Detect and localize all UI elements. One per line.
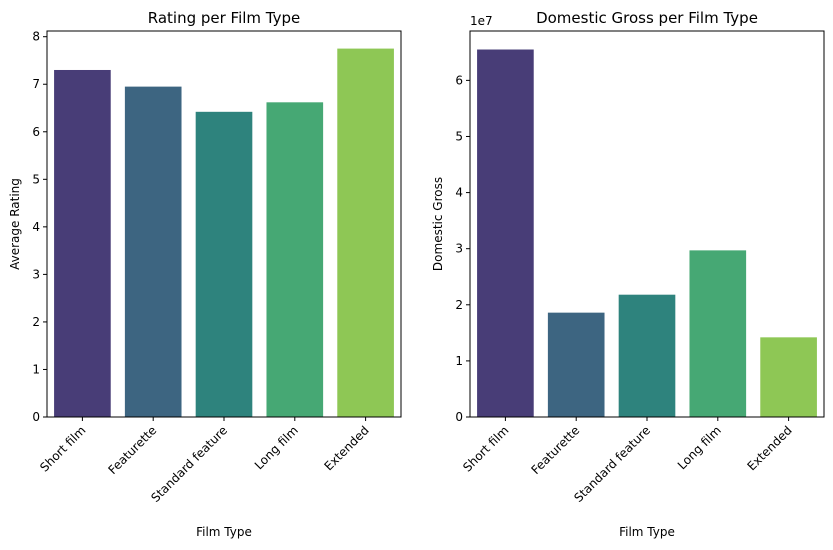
y-axis-label: Average Rating	[8, 178, 22, 270]
y-tick-label: 0	[32, 410, 40, 424]
x-tick-label: Long film	[252, 423, 301, 472]
x-tick-label: Featurette	[105, 423, 159, 477]
bar-standard-feature	[195, 111, 253, 417]
bar-short-film	[54, 69, 111, 417]
x-tick-label: Featurette	[528, 423, 582, 477]
bar-extended	[337, 48, 394, 418]
y-tick-label: 2	[32, 315, 40, 329]
bar-short-film	[477, 49, 534, 417]
y-tick-label: 2	[455, 298, 463, 312]
x-tick-label: Standard feature	[148, 423, 230, 505]
chart-title: Rating per Film Type	[148, 9, 301, 27]
y-tick-label: 6	[32, 125, 40, 139]
y-tick-label: 0	[455, 410, 463, 424]
x-tick-label: Extended	[322, 423, 372, 473]
bar-extended	[760, 337, 817, 417]
bar-long-film	[689, 250, 747, 417]
y-axis-label: Domestic Gross	[431, 177, 445, 271]
y-tick-label: 4	[32, 220, 40, 234]
x-axis-label: Film Type	[196, 525, 252, 539]
x-tick-label: Short film	[460, 423, 511, 474]
y-tick-label: 3	[32, 267, 40, 281]
y-tick-label: 4	[455, 186, 463, 200]
y-offset-label: 1e7	[470, 14, 493, 28]
x-tick-label: Standard feature	[571, 423, 653, 505]
y-tick-label: 7	[32, 77, 40, 91]
bar-featurette	[124, 86, 182, 418]
x-tick-label: Long film	[675, 423, 724, 472]
y-tick-label: 1	[32, 362, 40, 376]
y-tick-label: 5	[455, 129, 463, 143]
y-tick-label: 5	[32, 172, 40, 186]
bar-long-film	[266, 102, 324, 417]
y-tick-label: 3	[455, 242, 463, 256]
y-tick-label: 6	[455, 73, 463, 87]
x-axis-label: Film Type	[619, 525, 675, 539]
y-tick-label: 1	[455, 354, 463, 368]
y-tick-label: 8	[32, 30, 40, 44]
bar-featurette	[547, 312, 605, 417]
bar-standard-feature	[618, 294, 676, 417]
x-tick-label: Short film	[37, 423, 88, 474]
x-tick-label: Extended	[745, 423, 795, 473]
chart-title: Domestic Gross per Film Type	[536, 9, 758, 27]
